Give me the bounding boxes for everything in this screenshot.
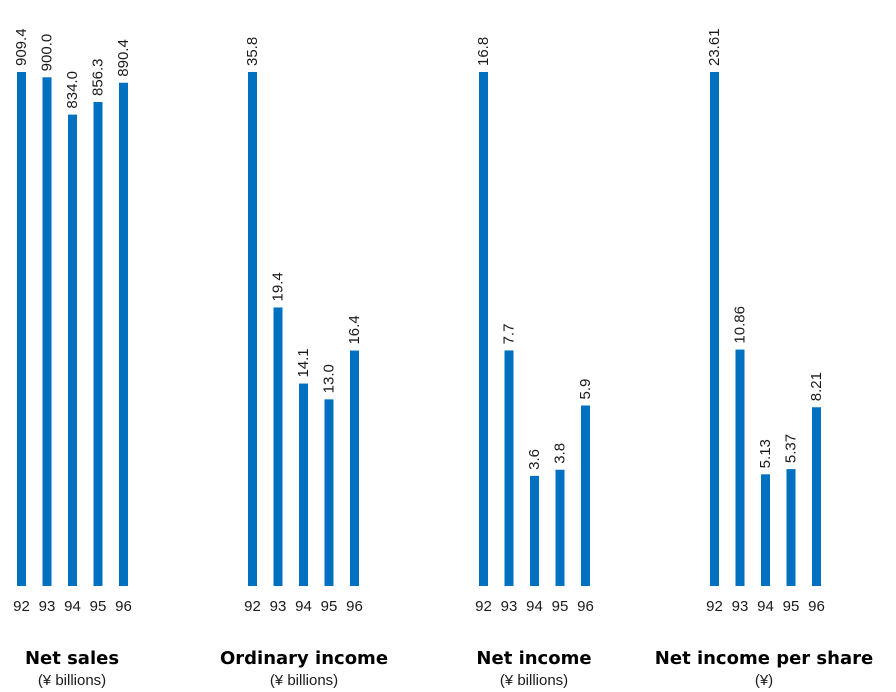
- x-tick-label: 95: [783, 598, 800, 615]
- bar-2-96: [350, 350, 359, 586]
- x-tick-label: 96: [577, 598, 594, 615]
- bar-1-95: [93, 102, 103, 586]
- bar-4-92: [710, 72, 719, 586]
- chart-unit-label: (¥): [755, 672, 773, 689]
- bar-1-93: [42, 77, 52, 586]
- value-label: 5.9: [577, 379, 594, 400]
- bar-3-96: [581, 405, 590, 586]
- chart-title: Net income per share: [655, 648, 873, 669]
- chart-title: Ordinary income: [220, 648, 388, 669]
- x-tick-label: 94: [64, 598, 81, 615]
- bar-4-95: [786, 469, 796, 586]
- value-label: 13.0: [321, 364, 338, 393]
- value-label: 909.4: [13, 28, 30, 66]
- chart-title: Net sales: [25, 648, 119, 669]
- bar-2-93: [273, 307, 283, 586]
- bar-2-94: [299, 383, 308, 586]
- x-tick-label: 93: [270, 598, 287, 615]
- x-tick-label: 95: [552, 598, 569, 615]
- x-tick-label: 95: [321, 598, 338, 615]
- value-label: 834.0: [64, 71, 81, 109]
- value-label: 7.7: [501, 324, 518, 345]
- value-label: 16.4: [346, 315, 363, 344]
- x-tick-label: 96: [346, 598, 363, 615]
- bar-4-94: [761, 474, 770, 586]
- value-label: 16.8: [475, 37, 492, 66]
- value-label: 8.21: [808, 372, 825, 401]
- x-tick-label: 95: [90, 598, 107, 615]
- x-tick-label: 94: [295, 598, 312, 615]
- value-label: 14.1: [295, 348, 312, 377]
- value-label: 23.61: [706, 28, 723, 66]
- chart-unit-label: (¥ billions): [270, 672, 338, 689]
- value-label: 5.37: [783, 434, 800, 463]
- value-label: 3.8: [552, 443, 569, 464]
- value-label: 890.4: [115, 39, 132, 77]
- value-label: 10.86: [732, 306, 749, 344]
- value-label: 19.4: [270, 272, 287, 301]
- bar-1-94: [68, 114, 77, 586]
- value-label: 3.6: [526, 449, 543, 470]
- x-tick-label: 93: [732, 598, 749, 615]
- bar-4-93: [735, 349, 745, 586]
- x-tick-label: 92: [475, 598, 492, 615]
- value-label: 5.13: [757, 439, 774, 468]
- bar-4-96: [812, 407, 821, 586]
- x-tick-label: 92: [13, 598, 30, 615]
- value-label: 35.8: [244, 37, 261, 66]
- bar-3-94: [530, 475, 539, 586]
- chart-unit-label: (¥ billions): [500, 672, 568, 689]
- bar-3-93: [504, 350, 514, 586]
- bar-1-96: [119, 82, 128, 586]
- x-tick-label: 93: [39, 598, 56, 615]
- value-label: 856.3: [90, 58, 107, 96]
- value-label: 900.0: [39, 34, 56, 72]
- bar-3-92: [479, 72, 488, 586]
- x-tick-label: 96: [115, 598, 132, 615]
- chart-title: Net income: [476, 648, 591, 669]
- bar-2-92: [248, 72, 257, 586]
- x-tick-label: 92: [706, 598, 723, 615]
- bar-1-92: [17, 72, 26, 586]
- bar-3-95: [555, 469, 565, 586]
- x-tick-label: 94: [757, 598, 774, 615]
- x-tick-label: 94: [526, 598, 543, 615]
- x-tick-label: 93: [501, 598, 518, 615]
- chart-unit-label: (¥ billions): [38, 672, 106, 689]
- bar-2-95: [324, 399, 334, 586]
- x-tick-label: 96: [808, 598, 825, 615]
- x-tick-label: 92: [244, 598, 261, 615]
